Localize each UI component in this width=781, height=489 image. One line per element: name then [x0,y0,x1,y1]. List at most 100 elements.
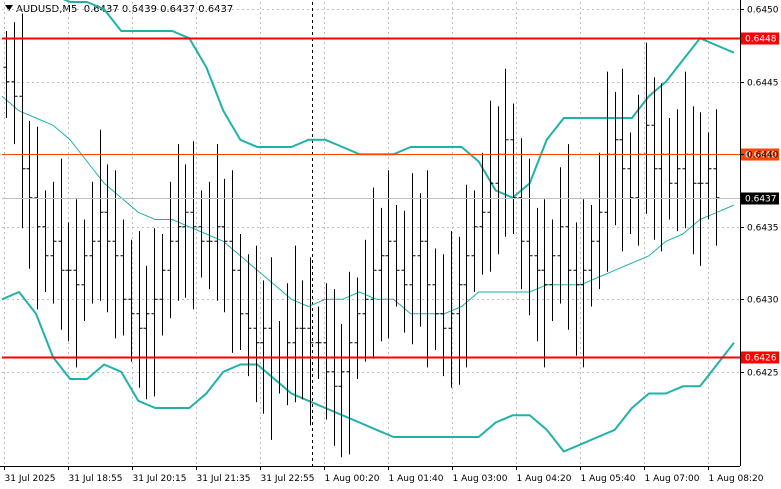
candle [682,71,689,229]
candle [417,193,424,327]
candle [42,190,49,292]
caret-down-icon[interactable] [5,5,13,11]
candle [612,91,619,226]
y-tick-label: 0.6445 [747,79,779,89]
candle [658,83,665,252]
candle [518,138,525,290]
x-tick-label: 1 Aug 01:40 [389,474,444,484]
x-tick-label: 31 Jul 20:15 [133,474,187,484]
candle [89,181,96,304]
candle [143,265,150,400]
candle [221,178,228,313]
candle [190,141,197,310]
y-tick-label: 0.6440 [747,151,779,161]
candle [580,199,587,368]
candle [346,271,353,455]
candle [11,22,18,145]
x-tick-label: 1 Aug 03:00 [453,474,508,484]
candle [58,158,65,330]
candle [502,68,509,237]
current-price-tag [741,192,779,205]
candle [206,181,213,290]
candle [378,207,385,342]
moving-average-line [1,95,735,315]
candle [619,68,626,252]
candle [120,219,127,336]
candle [214,144,221,301]
candle [65,222,72,342]
level-price-label: 0.6426 [745,354,777,364]
candle [50,181,57,304]
candle [26,120,33,269]
candle [385,170,392,339]
candle [136,231,143,388]
candle [573,222,580,356]
candle [245,254,252,377]
candle [588,205,595,307]
candle [81,219,88,321]
candle [666,118,673,220]
x-tick-label: 1 Aug 07:00 [645,474,700,484]
candle [424,170,431,368]
candle [627,132,634,234]
candle [182,164,189,298]
candle [34,126,41,310]
candle [284,283,291,406]
y-tick-label: 0.6450 [747,6,779,16]
grid [2,2,740,466]
x-tick-label: 31 Jul 21:35 [197,474,251,484]
candle [292,245,299,403]
candle [674,109,681,232]
candle [159,234,166,336]
candle [307,257,314,426]
candle [549,219,556,321]
candle [541,199,548,368]
candle [104,164,111,313]
symbol-label: AUDUSD,M5 [16,4,78,15]
y-tick-label: 0.6425 [747,369,779,379]
candle [3,31,10,118]
candle [128,239,135,362]
candle [323,283,330,420]
candle [19,13,26,229]
candle [487,100,494,272]
candle [260,280,267,414]
candle [604,71,611,272]
candle [338,323,345,458]
candle [448,231,455,388]
candle [526,158,533,316]
x-tick-label: 31 Jul 2025 [5,474,56,484]
candle [198,190,205,278]
candle [635,94,642,246]
level-price-label: 0.6448 [745,35,777,45]
x-tick-label: 1 Aug 00:20 [325,474,380,484]
bollinger-bands [1,0,735,453]
candle [362,239,369,362]
candle [463,184,470,368]
candle [456,236,463,385]
candle [651,77,658,240]
candle [713,109,720,246]
lower-band-line [1,291,735,453]
candles [3,13,720,458]
candle [510,103,517,234]
horizontal-levels: 0.6448 0.6440 0.6426 0.6437 [2,32,779,364]
candle [705,132,712,220]
candle [315,306,322,379]
candle [479,152,486,275]
current-price-label: 0.6437 [745,195,777,205]
candle [409,173,416,345]
candle [97,129,104,301]
candle [112,170,119,339]
candle [495,106,502,255]
level-price-tag [741,148,779,161]
x-tick-label: 31 Jul 22:55 [261,474,315,484]
x-tick-label: 1 Aug 04:20 [517,474,572,484]
x-tick-label: 31 Jul 18:55 [69,474,123,484]
x-tick-label: 1 Aug 05:40 [581,474,636,484]
candle [167,181,174,319]
candle [401,210,408,333]
candle [73,199,80,368]
candle [534,207,541,342]
